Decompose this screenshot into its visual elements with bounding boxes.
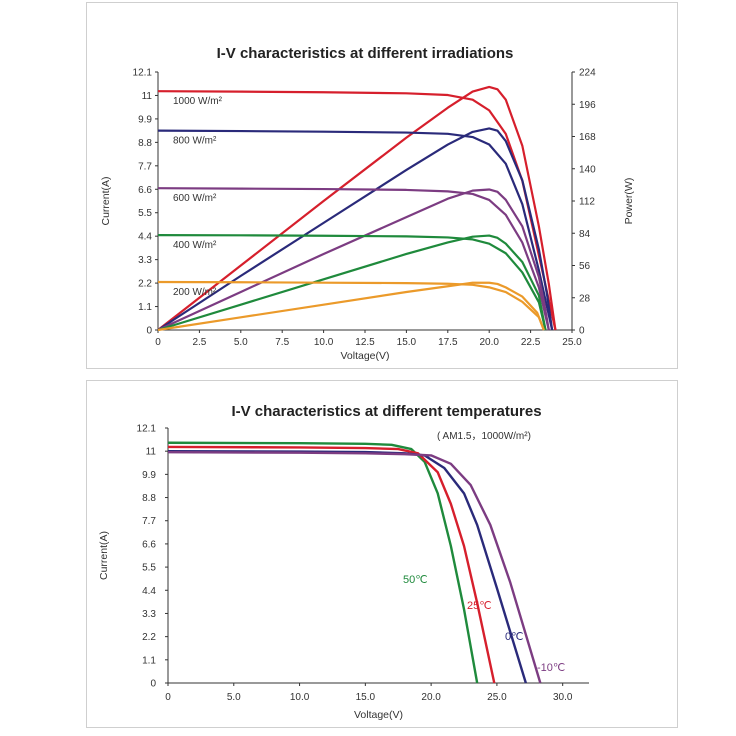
y2-tick-label: 112 [579, 197, 595, 208]
y-tick-label: 4.4 [142, 586, 156, 597]
y-axis-label: Current(A) [98, 531, 110, 580]
x-tick-label: 12.5 [355, 337, 375, 348]
x-tick-label: 0 [155, 337, 161, 348]
x-tick-label: 22.5 [521, 337, 541, 348]
y-tick-label: 11 [146, 447, 157, 458]
current-curve-2 [157, 187, 550, 331]
y-tick-label: 2.2 [138, 279, 152, 290]
y-tick-label: 8.8 [138, 138, 152, 149]
x-tick-label: 10.0 [314, 337, 334, 348]
x-tick-label: 15.0 [397, 337, 417, 348]
temperature-chart-panel: I-V characteristics at different tempera… [86, 380, 678, 728]
current-curve-1 [157, 129, 554, 331]
x-tick-label: 20.0 [479, 337, 499, 348]
chart-title: I-V characteristics at different tempera… [231, 403, 541, 420]
x-tick-label: 10.0 [290, 692, 310, 703]
power-curve-4 [157, 281, 545, 332]
irradiation-chart-panel: I-V characteristics at different irradia… [86, 2, 678, 369]
x-tick-label: 20.0 [421, 692, 441, 703]
power-curve-0 [157, 85, 557, 331]
curve-label-1: 800 W/m² [173, 136, 217, 147]
curve-label-1: 25℃ [467, 600, 492, 612]
curve-label-0: 50℃ [403, 574, 428, 586]
x-tick-label: 5.0 [234, 337, 248, 348]
current-curve-3 [157, 234, 547, 331]
curve-label-2: 600 W/m² [173, 193, 217, 204]
x-tick-label: 7.5 [275, 337, 289, 348]
y-tick-label: 1.1 [138, 302, 152, 313]
y-tick-label: 3.3 [138, 255, 152, 266]
y2-tick-label: 140 [579, 164, 596, 175]
y-tick-label: 0 [146, 326, 152, 337]
curve-label-3: -10℃ [537, 662, 565, 674]
y-tick-label: 5.5 [138, 208, 152, 219]
y-tick-label: 7.7 [138, 161, 152, 172]
y-axis-label: Current(A) [100, 176, 112, 225]
x-tick-label: 30.0 [553, 692, 573, 703]
current-curve-1 [167, 445, 496, 684]
x-tick-label: 25.0 [562, 337, 582, 348]
irradiation-chart: I-V characteristics at different irradia… [100, 45, 635, 362]
current-curve-3 [167, 451, 542, 684]
y-tick-label: 5.5 [142, 563, 156, 574]
y-tick-label: 6.6 [138, 185, 152, 196]
curve-label-2: 0℃ [505, 631, 523, 643]
y-tick-label: 3.3 [142, 609, 156, 620]
y-tick-label: 2.2 [142, 632, 156, 643]
curve-label-4: 200 W/m² [173, 287, 217, 298]
chart-subtitle: ( AM1.5，1000W/m²) [437, 431, 531, 442]
x-tick-label: 0 [165, 692, 171, 703]
chart-title: I-V characteristics at different irradia… [217, 45, 514, 62]
temperature-chart: I-V characteristics at different tempera… [98, 403, 589, 721]
y2-tick-label: 224 [579, 68, 596, 79]
y-tick-label: 11 [142, 91, 153, 102]
y2-tick-label: 196 [579, 100, 596, 111]
curve-label-3: 400 W/m² [173, 240, 217, 251]
y-tick-label: 8.8 [142, 493, 156, 504]
x-axis-label: Voltage(V) [340, 350, 389, 362]
y2-tick-label: 0 [579, 326, 585, 337]
x-tick-label: 2.5 [192, 337, 206, 348]
current-curve-0 [157, 90, 557, 331]
x-tick-label: 17.5 [438, 337, 458, 348]
y-tick-label: 9.9 [142, 470, 156, 481]
curve-label-0: 1000 W/m² [173, 96, 223, 107]
current-curve-0 [167, 441, 479, 684]
y-tick-label: 1.1 [142, 655, 156, 666]
y-tick-label: 4.4 [138, 232, 152, 243]
y-tick-label: 6.6 [142, 539, 156, 550]
y2-tick-label: 168 [579, 132, 596, 143]
power-curve-2 [157, 188, 550, 331]
y-tick-label: 12.1 [133, 68, 153, 79]
y2-axis-label: Power(W) [623, 178, 635, 225]
y-tick-label: 12.1 [137, 424, 157, 435]
power-curve-1 [157, 127, 554, 331]
y-tick-label: 7.7 [142, 516, 156, 527]
y-tick-label: 9.9 [138, 114, 152, 125]
x-axis-label: Voltage(V) [354, 709, 403, 721]
x-tick-label: 25.0 [487, 692, 507, 703]
x-tick-label: 5.0 [227, 692, 241, 703]
y2-tick-label: 56 [579, 261, 591, 272]
current-curve-4 [157, 280, 545, 331]
y-tick-label: 0 [150, 679, 156, 690]
y2-tick-label: 84 [579, 229, 591, 240]
y2-tick-label: 28 [579, 293, 591, 304]
x-tick-label: 15.0 [356, 692, 376, 703]
